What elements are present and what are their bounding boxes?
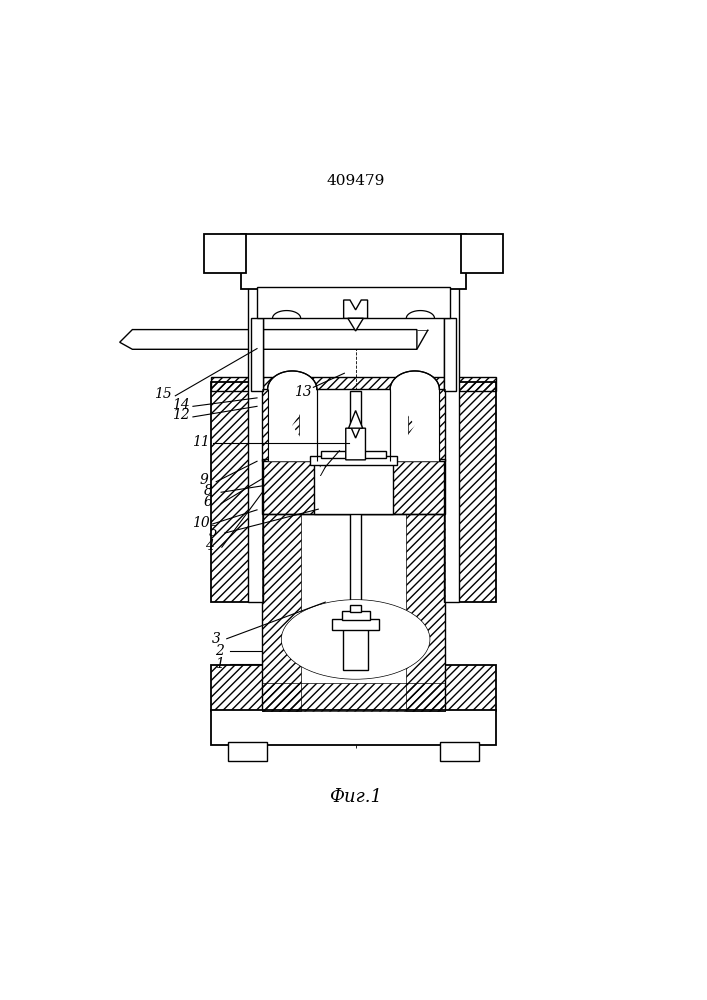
Text: 8: 8 — [204, 484, 213, 498]
Text: 10: 10 — [192, 516, 209, 530]
Polygon shape — [348, 318, 363, 331]
Polygon shape — [119, 330, 417, 349]
Text: 2: 2 — [215, 644, 224, 658]
Polygon shape — [349, 411, 363, 428]
Bar — [262, 459, 445, 514]
Bar — [262, 389, 299, 461]
Bar — [211, 382, 262, 602]
Bar — [262, 514, 445, 711]
Polygon shape — [267, 371, 317, 461]
Bar — [445, 382, 496, 602]
Bar — [211, 710, 496, 745]
Text: 14: 14 — [172, 398, 190, 412]
Bar — [204, 234, 246, 273]
Text: 9: 9 — [199, 473, 208, 487]
Bar — [321, 451, 386, 458]
Ellipse shape — [281, 600, 430, 679]
Bar — [407, 514, 445, 711]
Bar — [350, 605, 361, 612]
Text: 12: 12 — [172, 408, 190, 422]
Bar — [314, 459, 393, 514]
Bar — [443, 271, 459, 602]
Bar — [310, 456, 397, 465]
Bar — [228, 742, 267, 761]
Text: 15: 15 — [155, 387, 173, 401]
Bar — [262, 514, 300, 711]
Text: 11: 11 — [192, 435, 209, 449]
Text: Фиг.1: Фиг.1 — [329, 788, 382, 806]
Text: 409479: 409479 — [327, 174, 385, 188]
Bar — [444, 318, 455, 391]
Text: 13: 13 — [294, 385, 312, 399]
Bar — [300, 546, 407, 606]
Text: 7: 7 — [317, 465, 326, 479]
Bar — [343, 625, 368, 670]
Bar — [299, 389, 408, 461]
Text: 5: 5 — [209, 525, 217, 539]
Bar — [267, 389, 292, 461]
Bar — [257, 287, 450, 318]
Bar — [241, 234, 466, 289]
Polygon shape — [390, 371, 440, 461]
Text: 6: 6 — [204, 495, 213, 509]
Text: 3: 3 — [211, 632, 221, 646]
Bar — [440, 742, 479, 761]
Bar — [415, 389, 440, 461]
Bar — [262, 389, 445, 461]
Bar — [211, 665, 496, 711]
Text: 1: 1 — [215, 657, 224, 671]
Bar — [262, 683, 445, 711]
Bar — [248, 271, 264, 602]
Bar — [332, 619, 379, 630]
Bar — [211, 377, 496, 391]
Polygon shape — [344, 300, 368, 318]
Bar — [341, 611, 370, 620]
Text: 4: 4 — [205, 539, 214, 553]
Bar — [350, 391, 361, 602]
Bar — [461, 234, 503, 273]
Bar — [408, 389, 445, 461]
Ellipse shape — [281, 600, 430, 679]
Bar — [252, 318, 263, 391]
Polygon shape — [346, 428, 366, 460]
